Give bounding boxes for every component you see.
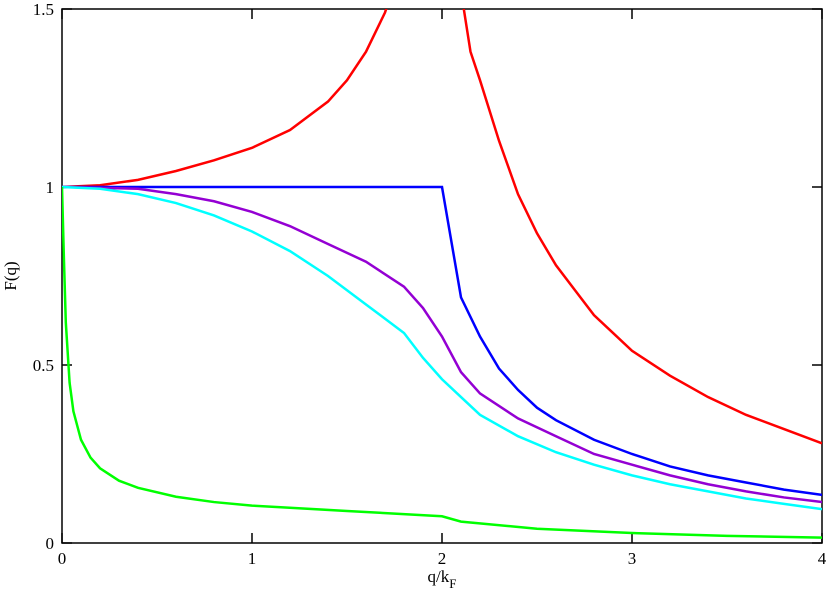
x-tick-label: 4 [818,549,827,568]
series-line [62,186,822,539]
y-tick-label: 1.5 [33,0,54,19]
series-line [62,185,822,497]
y-tick-label: 0.5 [33,356,54,375]
plot-frame [61,8,823,544]
x-axis-label: q/kF [428,567,457,591]
x-label-subscript: F [449,576,456,591]
x-tick-label: 3 [628,549,637,568]
y-tick-label: 0 [46,534,55,553]
series-line [62,9,822,445]
series-line [62,185,822,511]
y-axis-label: F(q) [1,261,20,290]
x-tick-label: 1 [248,549,257,568]
x-tick-label: 0 [58,549,67,568]
series-line [62,185,822,504]
x-tick-label: 2 [438,549,447,568]
y-tick-label: 1 [46,178,55,197]
x-label-text: q/k [428,567,450,586]
